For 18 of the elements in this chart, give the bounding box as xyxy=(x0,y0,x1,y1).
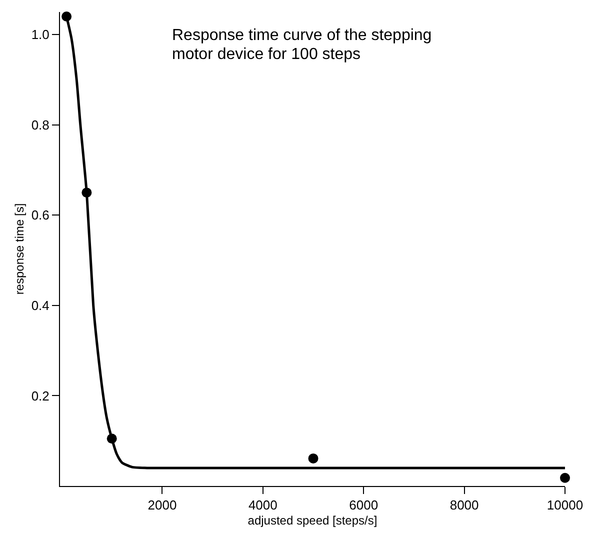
point xyxy=(560,472,570,483)
x-tick-label: 10000 xyxy=(546,498,584,513)
y-tick-label: 0.2 xyxy=(31,388,50,404)
x-tick-label: 4000 xyxy=(248,498,278,513)
y-tick-label: 0.8 xyxy=(31,117,50,132)
point xyxy=(82,188,92,198)
y-tick-label: 0.4 xyxy=(31,298,50,313)
x-axis-title: adjusted speed [steps/s] xyxy=(248,514,378,528)
point xyxy=(308,453,318,464)
point xyxy=(106,434,117,444)
y-tick-label: 1.0 xyxy=(31,27,50,42)
point xyxy=(62,12,72,22)
x-tick-label: 6000 xyxy=(349,498,378,513)
x-tick-label: 8000 xyxy=(450,498,479,513)
x-tick-label: 2000 xyxy=(148,498,177,513)
y-axis-title: response time [s] xyxy=(12,203,27,295)
y-tick-label: 0.6 xyxy=(31,208,50,223)
text: Response time curve of the stepping motor device for 100 steps xyxy=(172,26,433,64)
